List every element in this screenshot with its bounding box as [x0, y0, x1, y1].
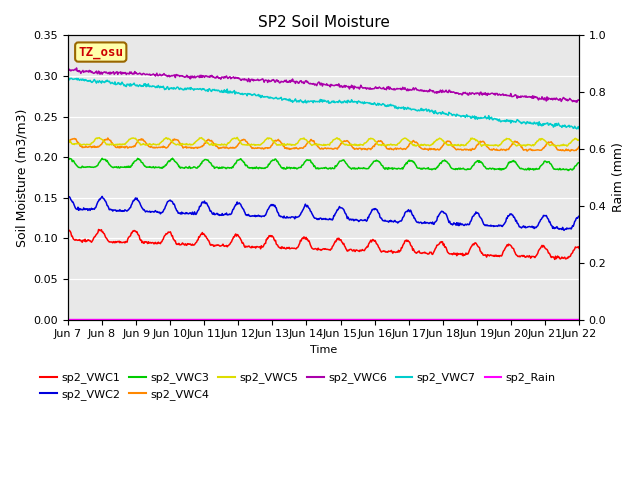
X-axis label: Time: Time [310, 345, 337, 355]
Legend: sp2_VWC1, sp2_VWC2, sp2_VWC3, sp2_VWC4, sp2_VWC5, sp2_VWC6, sp2_VWC7, sp2_Rain: sp2_VWC1, sp2_VWC2, sp2_VWC3, sp2_VWC4, … [35, 368, 561, 404]
Y-axis label: Raim (mm): Raim (mm) [612, 143, 625, 213]
Title: SP2 Soil Moisture: SP2 Soil Moisture [257, 15, 389, 30]
Y-axis label: Soil Moisture (m3/m3): Soil Moisture (m3/m3) [15, 108, 28, 247]
Text: TZ_osu: TZ_osu [78, 46, 124, 59]
